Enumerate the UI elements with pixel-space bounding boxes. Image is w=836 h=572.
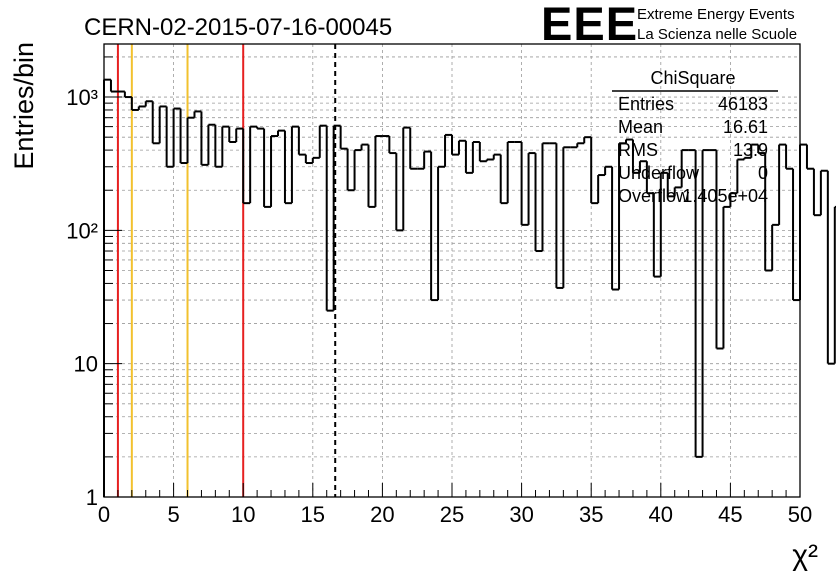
y-tick-label: 10² <box>66 218 98 243</box>
x-tick-label: 25 <box>440 502 464 527</box>
eee-logo: EEE Extreme Energy Events La Scienza nel… <box>541 0 797 50</box>
stats-label: Overflow <box>618 186 690 206</box>
stats-label: Underflow <box>618 163 700 183</box>
x-axis-label: χ² <box>792 539 818 572</box>
y-tick-label: 10³ <box>66 85 98 110</box>
grid-lines <box>104 44 800 497</box>
x-tick-label: 5 <box>167 502 179 527</box>
logo-eee-text: EEE <box>541 0 638 50</box>
x-tick-label: 20 <box>370 502 394 527</box>
stats-title: ChiSquare <box>650 68 735 88</box>
x-tick-label: 15 <box>301 502 325 527</box>
stats-value: 0 <box>758 163 768 183</box>
stats-box: ChiSquare Entries 46183 Mean 16.61 RMS 13.9 Un… <box>612 68 778 206</box>
x-axis-ticks: 0 5 10 15 20 25 30 35 40 45 50 <box>98 483 812 527</box>
x-tick-label: 10 <box>231 502 255 527</box>
histogram-bins <box>103 78 836 497</box>
x-tick-label: 35 <box>579 502 603 527</box>
stats-value: 46183 <box>718 94 768 114</box>
x-tick-label: 30 <box>509 502 533 527</box>
x-tick-label: 0 <box>98 502 110 527</box>
y-tick-label: 10 <box>74 352 98 377</box>
y-axis-label: Entries/bin <box>9 42 39 170</box>
y-axis-ticks: 1 10 10² 10³ <box>66 56 122 510</box>
logo-line-2: La Scienza nelle Scuole <box>637 26 797 43</box>
y-tick-label: 1 <box>86 485 98 510</box>
stats-label: Entries <box>618 94 674 114</box>
x-tick-label: 50 <box>788 502 812 527</box>
stats-label: RMS <box>618 140 658 160</box>
x-tick-label: 45 <box>718 502 742 527</box>
x-tick-label: 40 <box>649 502 673 527</box>
stats-rows: Entries 46183 Mean 16.61 RMS 13.9 Underflow 0 Ov… <box>618 94 768 206</box>
stats-value: 16.61 <box>723 117 768 137</box>
stats-value: 13.9 <box>733 140 768 160</box>
chart-title: CERN-02-2015-07-16-00045 <box>84 14 392 41</box>
stats-value: 1.405e+04 <box>682 186 768 206</box>
stats-label: Mean <box>618 117 663 137</box>
logo-line-1: Extreme Energy Events <box>637 6 795 23</box>
